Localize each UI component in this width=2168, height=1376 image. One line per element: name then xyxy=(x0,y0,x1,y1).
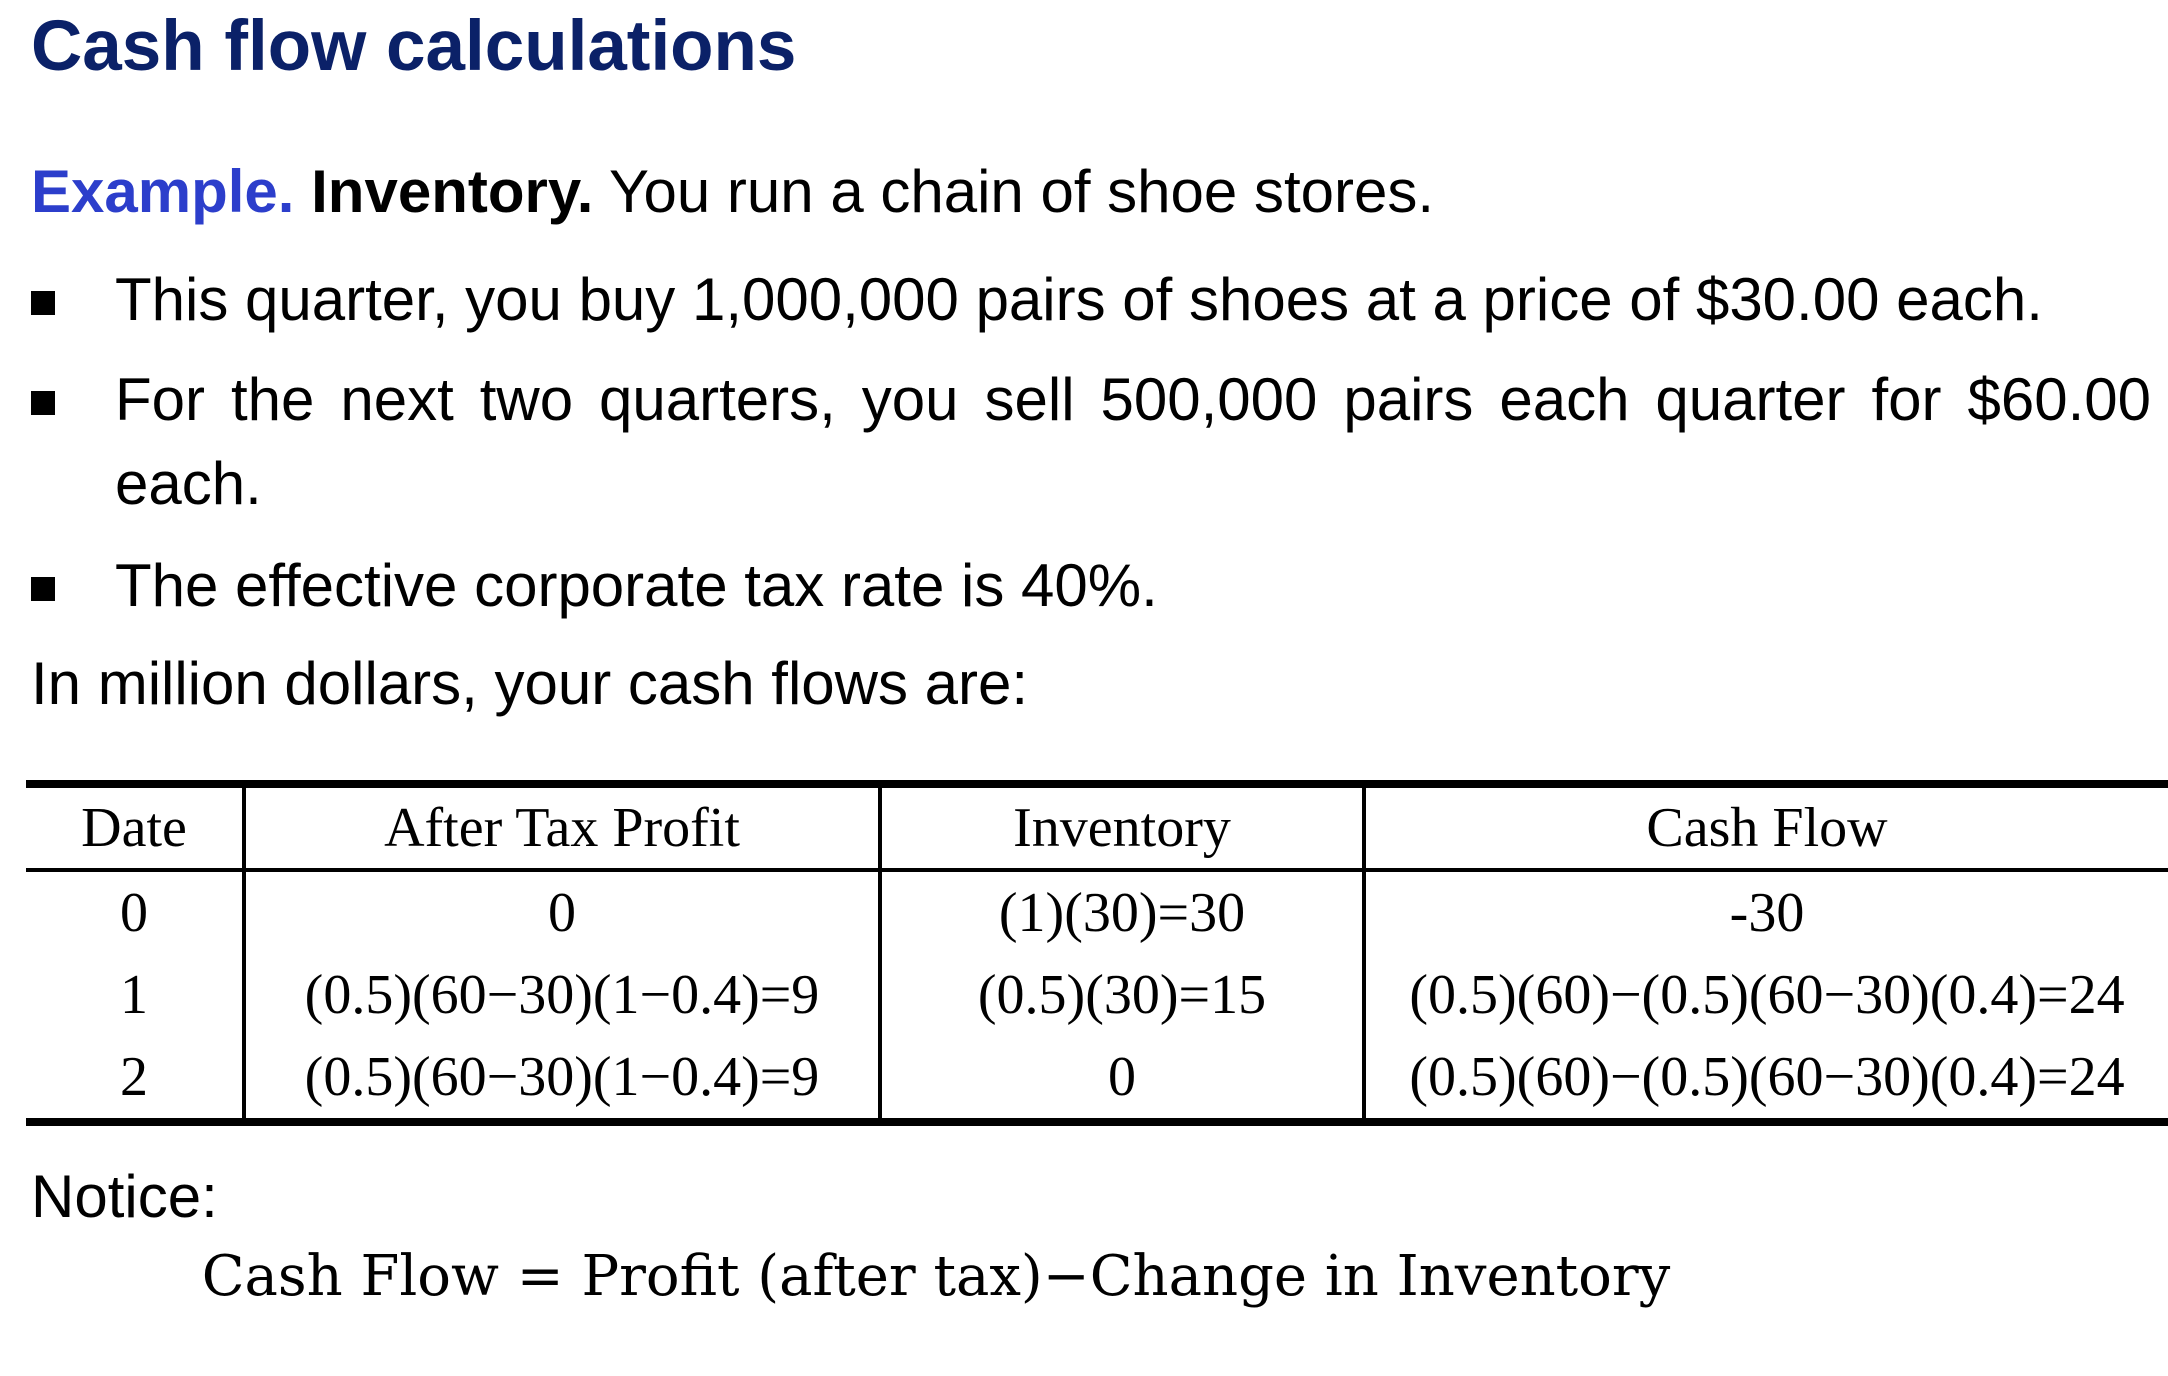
topic-label: Inventory. xyxy=(311,158,594,225)
lead-in-text: In million dollars, your cash flows are: xyxy=(31,650,1029,717)
intro-text: You run a chain of shoe stores. xyxy=(609,158,1435,225)
slide-title: Cash flow calculations xyxy=(31,7,797,86)
formula-text: Cash Flow = Profit (after tax)−Change in… xyxy=(201,1244,1671,1309)
cell-inventory: (0.5)(30)=15 xyxy=(880,954,1366,1036)
cell-inventory: (1)(30)=30 xyxy=(880,870,1366,954)
cell-after-tax-profit: (0.5)(60−30)(1−0.4)=9 xyxy=(244,1036,882,1122)
column-header-inventory: Inventory xyxy=(880,784,1366,870)
intro-line: Example. Inventory. You run a chain of s… xyxy=(31,157,1434,226)
bullet-text: The effective corporate tax rate is 40%. xyxy=(115,552,1158,619)
cell-cash-flow: (0.5)(60)−(0.5)(60−30)(0.4)=24 xyxy=(1409,964,2125,1026)
cell-after-tax-profit: (0.5)(60−30)(1−0.4)=9 xyxy=(244,954,882,1036)
cell-cash-flow: (0.5)(60)−(0.5)(60−30)(0.4)=24 xyxy=(1409,1046,2125,1108)
cash-flow-table: Date After Tax Profit Inventory Cash Flo… xyxy=(26,780,2168,1126)
cell-inventory: 0 xyxy=(880,1036,1366,1122)
square-bullet-icon xyxy=(31,291,55,315)
cell-date: 0 xyxy=(26,870,246,954)
table-header-row: Date After Tax Profit Inventory Cash Flo… xyxy=(26,784,2168,870)
column-header-cash-flow: Cash Flow xyxy=(1646,797,1888,859)
bullet-item: The effective corporate tax rate is 40%. xyxy=(31,544,2151,628)
bullet-item: For the next two quarters, you sell 500,… xyxy=(31,358,2151,526)
square-bullet-icon xyxy=(31,577,55,601)
table-row: 0 0 (1)(30)=30 -30 xyxy=(26,870,2168,954)
bullet-text: This quarter, you buy 1,000,000 pairs of… xyxy=(115,266,2043,333)
cell-date: 1 xyxy=(26,954,246,1036)
table-row: 2 (0.5)(60−30)(1−0.4)=9 0 (0.5)(60)−(0.5… xyxy=(26,1036,2168,1122)
notice-label: Notice: xyxy=(31,1163,218,1230)
square-bullet-icon xyxy=(31,391,55,415)
cell-date: 2 xyxy=(26,1036,246,1122)
example-label: Example. xyxy=(31,158,295,225)
bullet-text: For the next two quarters, you sell 500,… xyxy=(115,366,2151,517)
bullet-item: This quarter, you buy 1,000,000 pairs of… xyxy=(31,258,2151,342)
cell-cash-flow: -30 xyxy=(1729,882,1805,944)
column-header-date: Date xyxy=(26,784,246,870)
column-header-after-tax-profit: After Tax Profit xyxy=(244,784,882,870)
table-row: 1 (0.5)(60−30)(1−0.4)=9 (0.5)(30)=15 (0.… xyxy=(26,954,2168,1036)
cash-flow-formula: Cash Flow = Profit (after tax)−Change in… xyxy=(0,1244,2168,1309)
cell-after-tax-profit: 0 xyxy=(244,870,882,954)
